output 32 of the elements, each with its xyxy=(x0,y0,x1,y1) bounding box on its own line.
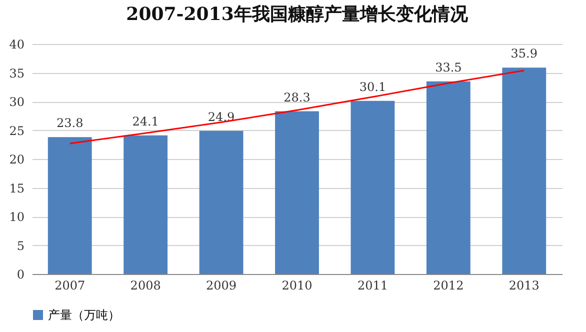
y-tick-label: 30 xyxy=(9,95,24,109)
bar xyxy=(199,130,244,274)
y-tick-label: 15 xyxy=(9,181,24,196)
data-label: 24.1 xyxy=(132,114,159,128)
bar xyxy=(426,81,470,274)
data-label: 33.5 xyxy=(435,60,462,74)
data-label: 30.1 xyxy=(359,80,386,94)
bar xyxy=(502,68,546,274)
bar xyxy=(350,100,395,274)
y-tick-label: 5 xyxy=(16,238,24,253)
chart-title: 2007-2013年我国糠醇产量增长变化情况 xyxy=(126,4,469,25)
x-tick-label: 2012 xyxy=(433,278,464,292)
y-tick-label: 10 xyxy=(9,210,24,224)
x-tick-label: 2011 xyxy=(357,278,388,292)
bar xyxy=(124,135,168,274)
y-tick-label: 35 xyxy=(9,66,24,80)
data-label: 28.3 xyxy=(284,90,310,104)
x-tick-label: 2013 xyxy=(508,278,540,292)
y-tick-label: 20 xyxy=(9,152,24,166)
y-tick-label: 40 xyxy=(9,38,24,52)
data-label: 24.9 xyxy=(208,110,235,124)
x-tick-label: 2009 xyxy=(206,278,237,292)
legend-label: 产量（万吨） xyxy=(48,308,120,322)
data-label: 23.8 xyxy=(56,116,84,130)
x-tick-label: 2008 xyxy=(130,278,161,292)
x-tick-label: 2010 xyxy=(282,278,312,292)
y-tick-label: 25 xyxy=(9,124,24,138)
x-tick-label: 2007 xyxy=(54,278,86,292)
bar xyxy=(48,137,92,274)
y-tick-label: 0 xyxy=(16,268,24,282)
data-label: 35.9 xyxy=(510,46,538,61)
bar xyxy=(275,111,319,274)
